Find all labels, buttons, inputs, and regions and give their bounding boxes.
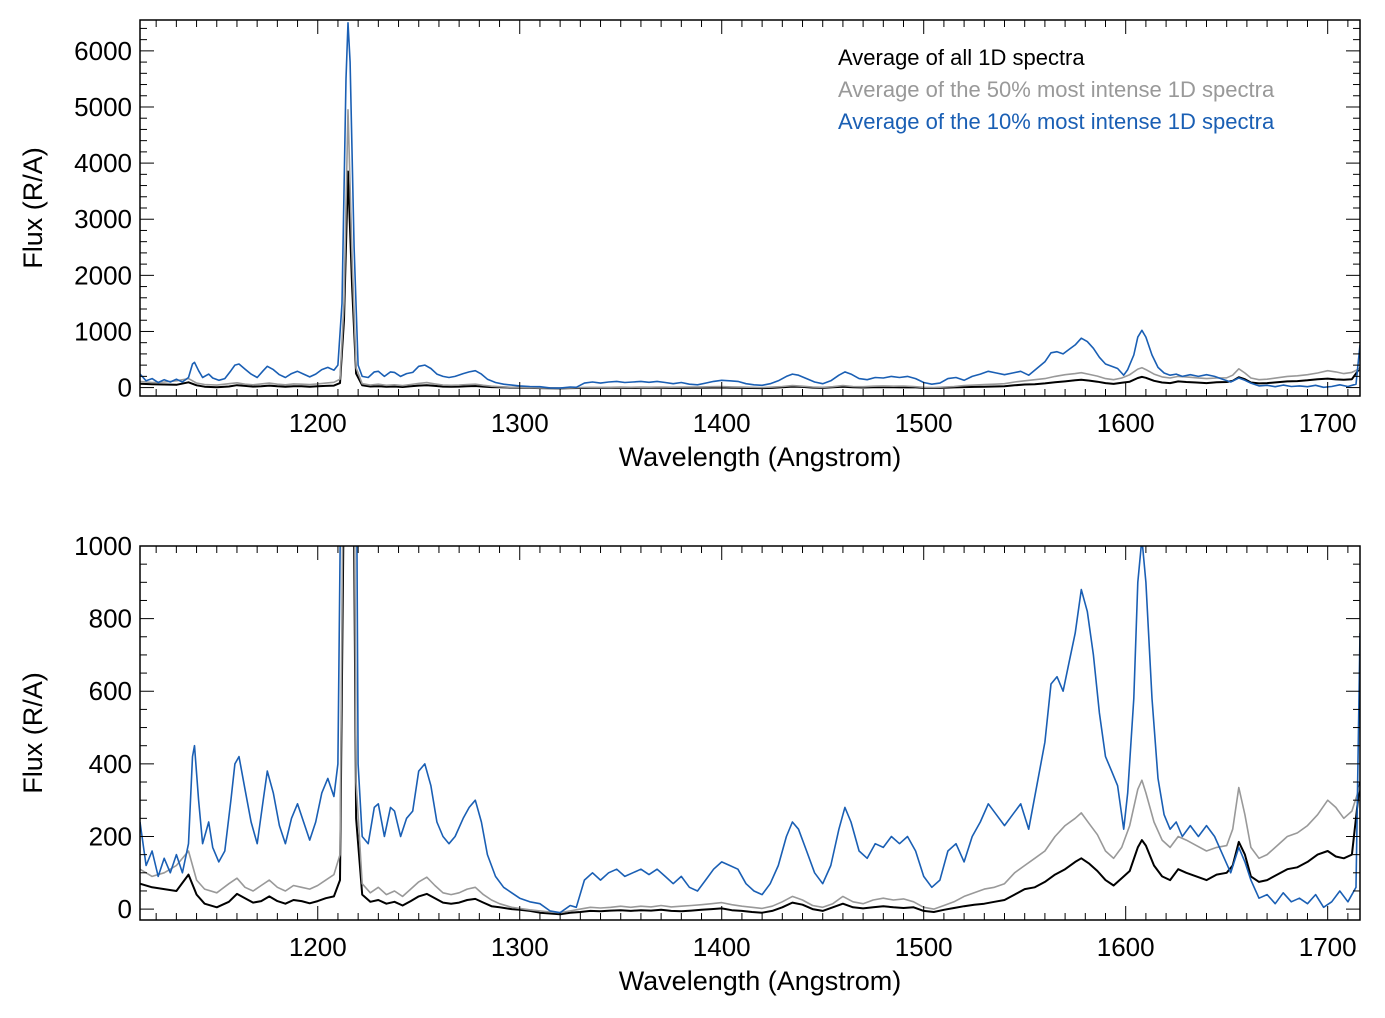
- y-tick-label: 800: [89, 604, 132, 634]
- x-tick-label: 1700: [1299, 932, 1357, 962]
- y-tick-label: 400: [89, 749, 132, 779]
- y-tick-label: 4000: [74, 148, 132, 178]
- y-tick-label: 0: [118, 894, 132, 924]
- x-tick-label: 1600: [1097, 408, 1155, 438]
- bottom-panel: 1200 1300 1400 1500 1600 1700 0 200 400 600 800 100…: [18, 531, 1361, 996]
- series-line-top50: [140, 109, 1360, 389]
- x-tick-label: 1500: [895, 408, 953, 438]
- y-tick-label: 1000: [74, 316, 132, 346]
- x-axis-title: Wavelength (Angstrom): [619, 966, 902, 996]
- x-tick-label: 1700: [1299, 408, 1357, 438]
- legend-entry-0: Average of all 1D spectra: [838, 45, 1085, 70]
- x-tick-label: 1400: [693, 408, 751, 438]
- series-group: [140, 546, 1360, 916]
- legend-entry-2: Average of the 10% most intense 1D spect…: [838, 109, 1275, 134]
- x-tick-label: 1400: [693, 932, 751, 962]
- y-tick-label: 0: [118, 373, 132, 403]
- y-axis-title: Flux (R/A): [18, 147, 48, 269]
- x-tick-label: 1600: [1097, 932, 1155, 962]
- series-line-top50: [140, 546, 1360, 914]
- legend-entry-1: Average of the 50% most intense 1D spect…: [838, 77, 1275, 102]
- y-tick-label: 6000: [74, 36, 132, 66]
- x-tick-label: 1300: [491, 932, 549, 962]
- y-tick-label: 200: [89, 821, 132, 851]
- y-axis-title: Flux (R/A): [18, 672, 48, 794]
- series-line-top10: [140, 22, 1360, 389]
- y-tick-label: 600: [89, 676, 132, 706]
- top-panel: 1200 1300 1400 1500 1600 1700 0 1000 2000 3000 400…: [18, 19, 1361, 472]
- x-tick-label: 1500: [895, 932, 953, 962]
- y-tick-label: 1000: [74, 531, 132, 561]
- x-tick-label: 1200: [289, 932, 347, 962]
- series-line-all: [140, 170, 1360, 390]
- x-tick-label: 1200: [289, 408, 347, 438]
- x-tick-label: 1300: [491, 408, 549, 438]
- plot-frame: [139, 545, 1361, 921]
- series-group: [140, 22, 1360, 390]
- y-tick-label: 5000: [74, 92, 132, 122]
- x-axis-title: Wavelength (Angstrom): [619, 442, 902, 472]
- y-tick-label: 2000: [74, 260, 132, 290]
- y-tick-label: 3000: [74, 204, 132, 234]
- series-line-top10: [140, 546, 1360, 914]
